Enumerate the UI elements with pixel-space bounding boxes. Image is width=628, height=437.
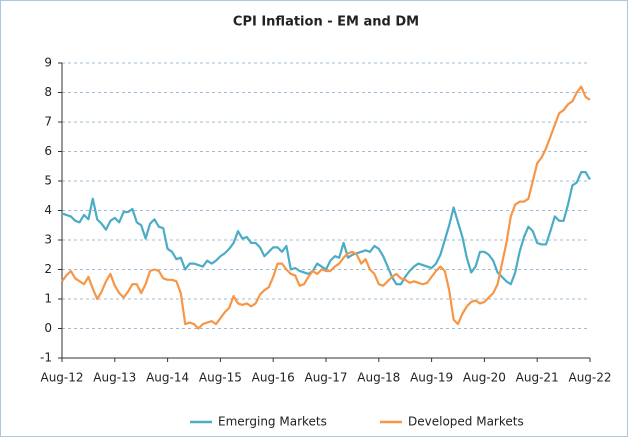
series-line <box>61 85 591 330</box>
x-tick-label: Aug-19 <box>410 371 453 385</box>
x-tick-label: Aug-21 <box>516 371 559 385</box>
x-tick-label: Aug-18 <box>357 371 400 385</box>
legend-label: Emerging Markets <box>218 415 327 429</box>
y-tick-label: 5 <box>44 174 52 188</box>
x-tick-label: Aug-16 <box>252 371 295 385</box>
y-tick-label: 4 <box>44 203 52 217</box>
series-line <box>61 171 591 286</box>
y-tick-label: 2 <box>44 262 52 276</box>
x-tick-label: Aug-22 <box>568 371 611 385</box>
x-tick-label: Aug-17 <box>304 371 347 385</box>
chart-title: CPI Inflation - EM and DM <box>233 15 419 30</box>
x-tick-label: Aug-20 <box>463 371 506 385</box>
y-tick-label: -1 <box>40 351 52 365</box>
y-tick-label: 0 <box>44 321 52 335</box>
y-tick-label: 7 <box>44 115 52 129</box>
y-tick-label: 1 <box>44 292 52 306</box>
x-tick-label: Aug-15 <box>199 371 242 385</box>
y-tick-label: 3 <box>44 233 52 247</box>
y-tick-label: 8 <box>44 85 52 99</box>
y-tick-label: 9 <box>44 56 52 70</box>
x-tick-label: Aug-14 <box>146 371 189 385</box>
legend-label: Developed Markets <box>408 415 524 429</box>
x-tick-label: Aug-12 <box>40 371 83 385</box>
x-tick-label: Aug-13 <box>93 371 136 385</box>
y-tick-label: 6 <box>44 144 52 158</box>
